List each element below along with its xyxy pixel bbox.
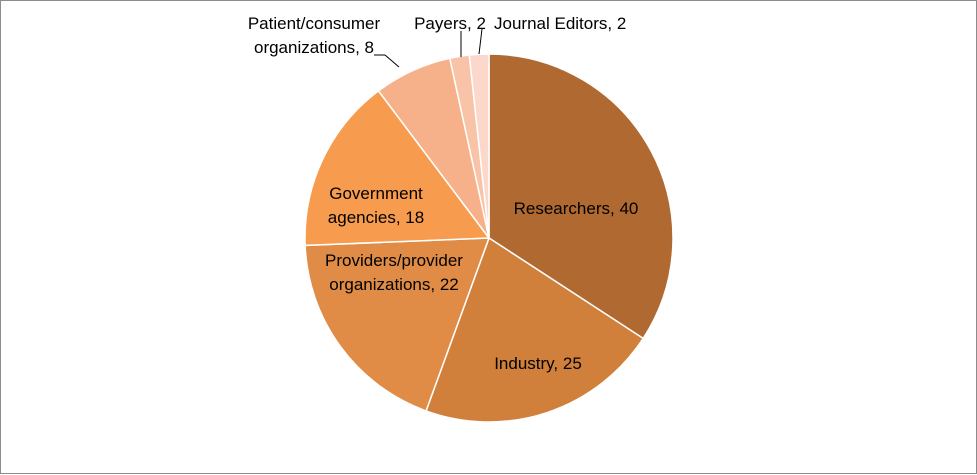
data-label-line: Journal Editors, 2 <box>494 14 626 33</box>
data-label-line: Providers/provider <box>325 251 463 270</box>
pie-slice-government <box>304 89 491 247</box>
data-label-line: Patient/consumer <box>248 14 381 33</box>
data-label-payers: Payers, 2 <box>414 14 486 33</box>
data-label-line: Government <box>329 184 423 203</box>
data-label-researchers: Researchers, 40 <box>514 199 639 218</box>
data-labels: Researchers, 40 Industry, 25 Providers/pro… <box>248 14 639 373</box>
data-label-journal-editors: Journal Editors, 2 <box>494 14 626 33</box>
pie-slice-industry <box>425 236 645 423</box>
data-label-line: organizations, 22 <box>329 275 458 294</box>
data-label-patient-consumer: Patient/consumer organizations, 8 <box>248 14 381 57</box>
leader-line-patient-consumer <box>384 54 400 68</box>
leader-line-journal-editors <box>478 28 483 55</box>
pie-slices <box>304 53 674 423</box>
data-label-line: Researchers, 40 <box>514 199 639 218</box>
leader-lines <box>374 28 483 68</box>
data-label-line: Industry, 25 <box>494 354 582 373</box>
data-label-line: Payers, 2 <box>414 14 486 33</box>
pie-slice-journal-editors <box>468 53 490 239</box>
data-label-government: Government agencies, 18 <box>328 184 424 227</box>
data-label-line: agencies, 18 <box>328 208 424 227</box>
pie-slice-providers <box>304 237 491 412</box>
data-label-industry: Industry, 25 <box>494 354 582 373</box>
data-label-line: organizations, 8 <box>254 38 374 57</box>
data-label-providers: Providers/provider organizations, 22 <box>325 251 463 294</box>
